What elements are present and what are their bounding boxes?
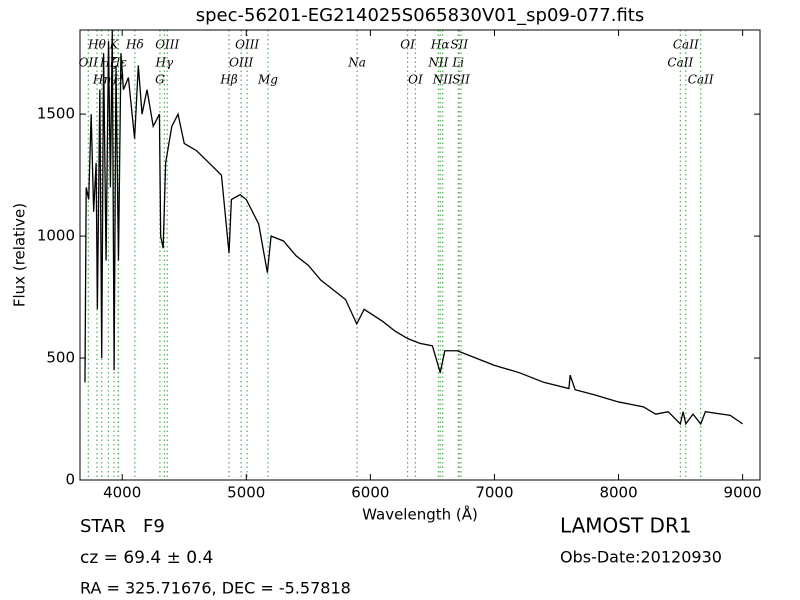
x-tick-label: 5000	[227, 484, 265, 502]
annotation: RA = 325.71676, DEC = -5.57818	[80, 579, 351, 598]
spectral-line-label: Hδ	[125, 38, 144, 52]
x-axis-label: Wavelength (Å)	[362, 505, 478, 524]
x-tick-label: 7000	[475, 484, 513, 502]
y-axis-label: Flux (relative)	[11, 203, 29, 307]
x-tick-label: 9000	[724, 484, 762, 502]
spectral-line-label: OIII	[229, 56, 253, 70]
annotation: LAMOST DR1	[560, 514, 692, 538]
spectral-line-label: Hθ	[87, 38, 106, 52]
annotation: cz = 69.4 ± 0.4	[80, 548, 213, 568]
y-tick-label: 1000	[37, 227, 75, 245]
x-tick-label: 6000	[351, 484, 389, 502]
spectral-line-label: OI	[408, 73, 423, 87]
spectral-line-label: OI	[400, 38, 415, 52]
spectral-line-label: Li	[451, 56, 464, 70]
spectral-line-label: Hγ	[155, 56, 174, 70]
spectral-line-label: Mg	[257, 73, 278, 87]
spectral-line-label: K	[109, 38, 120, 52]
spectral-line-label: SII	[452, 73, 470, 87]
spectral-line-label: Hη	[92, 73, 111, 87]
spectral-line-label: NII	[427, 56, 448, 70]
x-tick-label: 8000	[599, 484, 637, 502]
spectral-line-label: OIII	[235, 38, 259, 52]
plot-frame	[79, 29, 761, 481]
spectral-line-label: OIII	[155, 38, 179, 52]
spectral-line-label: CaII	[667, 56, 693, 70]
y-tick-label: 500	[46, 349, 75, 367]
annotation: Obs-Date:20120930	[560, 548, 722, 567]
spectral-line-label: CaII	[673, 38, 699, 52]
annotation: STAR F9	[80, 516, 165, 537]
spectral-line-label: Na	[347, 56, 366, 70]
x-tick-label: 4000	[103, 484, 141, 502]
y-tick-label: 1500	[37, 105, 75, 123]
chart-title: spec-56201-EG214025S065830V01_sp09-077.f…	[196, 5, 644, 26]
spectral-line-label: NII	[432, 73, 453, 87]
spectral-line-label: CaII	[688, 73, 714, 87]
spectral-line-label: Hα	[430, 38, 450, 52]
spectral-line-label: SII	[450, 38, 468, 52]
spectral-line-label: G	[155, 73, 165, 87]
y-tick-label: 0	[65, 471, 75, 489]
spectral-line-label: Hβ	[219, 73, 237, 87]
spectral-line-label: OII	[79, 56, 99, 70]
spectrum-line	[84, 30, 743, 426]
